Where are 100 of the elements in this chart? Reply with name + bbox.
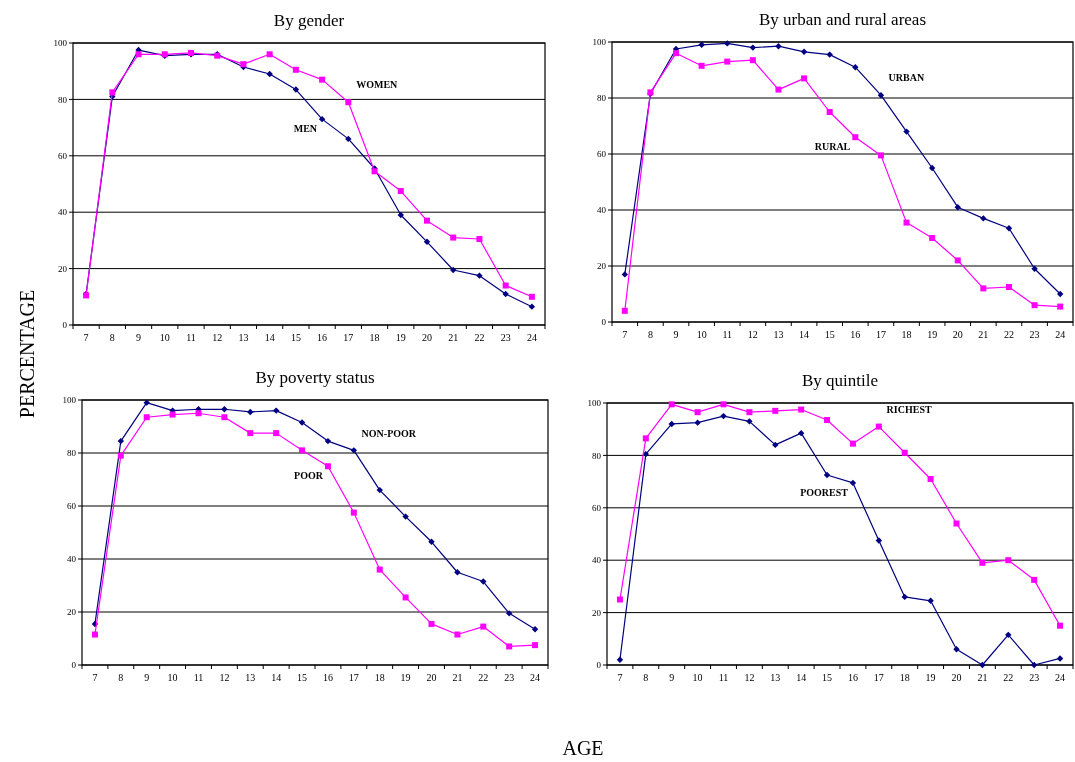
x-tick-label: 20 [426,672,437,683]
x-tick-label: 24 [530,672,541,683]
series-label: POOR [294,470,324,482]
x-tick-label: 17 [875,329,886,340]
x-tick-label: 15 [824,329,835,340]
y-tick-label: 80 [67,448,77,459]
x-tick-label: 16 [850,329,861,340]
x-tick-label: 15 [822,672,833,683]
x-tick-label: 11 [722,329,733,340]
x-tick-label: 24 [526,332,537,343]
x-tick-label: 7 [617,672,623,683]
y-tick-label: 60 [592,502,602,513]
x-tick-label: 11 [186,332,196,343]
x-tick-label: 9 [144,672,150,683]
x-tick-label: 23 [1029,329,1040,340]
x-tick-label: 8 [643,672,649,683]
series-label: POOREST [800,486,849,498]
x-tick-label: 9 [136,332,142,343]
x-tick-label: 21 [452,672,463,683]
x-tick-label: 20 [422,332,432,343]
x-tick-label: 12 [747,329,758,340]
chart-title: By urban and rural areas [758,10,927,29]
x-tick-label: 9 [669,672,675,683]
x-tick-label: 11 [718,672,729,683]
series-label: URBAN [888,72,925,84]
x-tick-label: 13 [245,672,256,683]
x-tick-label: 22 [478,672,489,683]
y-tick-label: 20 [592,607,602,618]
x-tick-label: 7 [83,332,89,343]
x-tick-label: 10 [696,329,707,340]
x-tick-label: 21 [977,672,988,683]
x-tick-label: 15 [290,332,301,343]
x-tick-label: 24 [1055,329,1066,340]
chart-title: By quintile [801,371,879,390]
x-tick-label: 7 [92,672,98,683]
y-tick-label: 100 [62,395,77,406]
x-tick-label: 13 [770,672,781,683]
x-tick-label: 20 [952,329,963,340]
chart-title: By gender [273,11,345,30]
x-tick-label: 19 [927,329,938,340]
x-tick-label: 12 [212,332,223,343]
x-tick-label: 16 [847,672,858,683]
x-tick-label: 11 [193,672,204,683]
x-tick-label: 17 [348,672,359,683]
x-tick-label: 16 [322,672,333,683]
x-tick-label: 14 [271,672,282,683]
y-tick-label: 0 [601,317,607,328]
x-tick-label: 22 [474,332,485,343]
x-tick-label: 12 [744,672,755,683]
y-tick-label: 0 [596,660,602,671]
y-axis-title: PERCENTAGE [16,289,38,419]
series-label: RURAL [814,141,851,153]
x-tick-label: 23 [504,672,515,683]
y-tick-label: 40 [597,205,607,216]
y-tick-label: 100 [592,37,607,48]
series-label: RICHEST [886,404,932,416]
chart-title: By poverty status [255,368,375,387]
x-tick-label: 23 [1029,672,1040,683]
y-tick-label: 60 [67,501,77,512]
x-tick-label: 7 [622,329,628,340]
x-tick-label: 13 [773,329,784,340]
y-tick-label: 80 [597,93,607,104]
series-label: NON-POOR [361,428,417,440]
x-tick-label: 9 [673,329,679,340]
y-tick-label: 60 [58,150,68,161]
x-tick-label: 16 [317,332,328,343]
x-tick-label: 10 [167,672,178,683]
x-tick-label: 18 [369,332,380,343]
y-tick-label: 80 [58,94,68,105]
x-tick-label: 8 [647,329,653,340]
x-tick-label: 17 [873,672,884,683]
x-axis-title: AGE [562,737,604,759]
x-tick-label: 19 [400,672,411,683]
x-tick-label: 18 [901,329,912,340]
x-tick-label: 24 [1055,672,1066,683]
x-tick-label: 19 [395,332,406,343]
x-tick-label: 8 [109,332,115,343]
y-tick-label: 20 [58,263,68,274]
y-tick-label: 0 [71,660,77,671]
x-tick-label: 8 [118,672,124,683]
y-tick-label: 100 [587,398,602,409]
x-tick-label: 22 [1003,672,1014,683]
x-tick-label: 21 [448,332,459,343]
y-tick-label: 0 [62,320,68,331]
y-tick-label: 20 [67,607,77,618]
x-tick-label: 17 [343,332,354,343]
x-tick-label: 19 [925,672,936,683]
x-tick-label: 12 [219,672,230,683]
y-tick-label: 80 [592,450,602,461]
x-tick-label: 13 [238,332,249,343]
x-tick-label: 14 [796,672,807,683]
y-tick-label: 100 [53,38,68,49]
x-tick-label: 22 [1003,329,1014,340]
x-tick-label: 14 [799,329,810,340]
y-tick-label: 20 [597,261,607,272]
x-tick-label: 18 [374,672,385,683]
series-label: MEN [293,123,318,135]
x-tick-label: 20 [951,672,962,683]
x-tick-label: 10 [692,672,703,683]
y-tick-label: 40 [592,555,602,566]
